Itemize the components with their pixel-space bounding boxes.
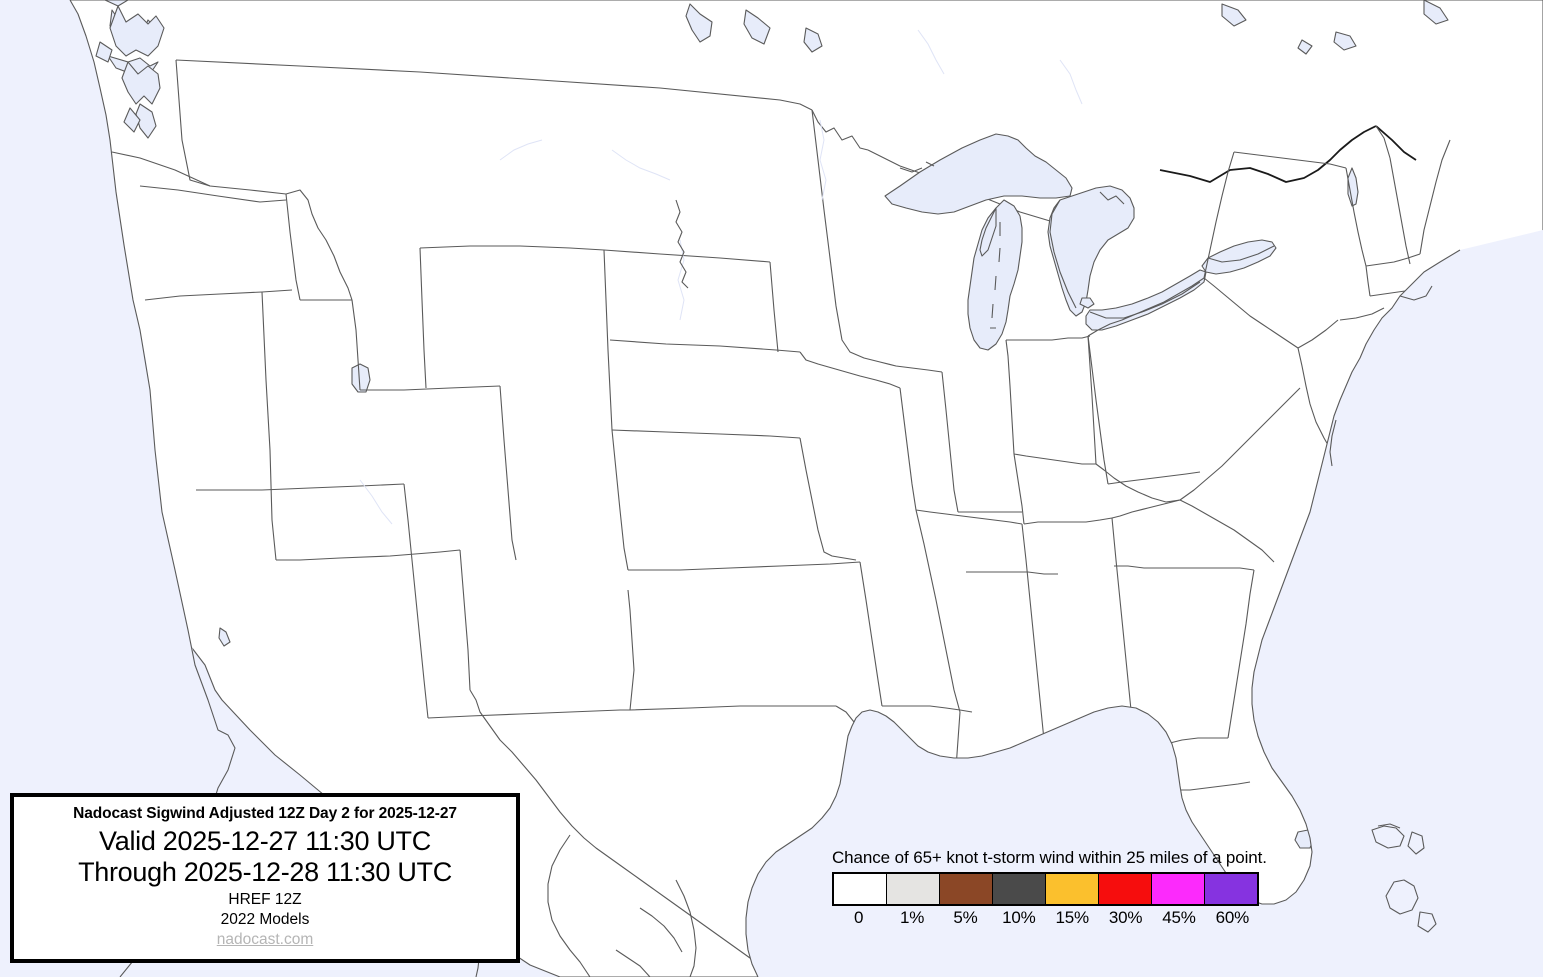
great-lakes: [218, 0, 1449, 849]
puget-sound: [95, 0, 165, 139]
legend-swatch-1pct: [887, 874, 940, 904]
model-name: HREF 12Z: [228, 891, 302, 908]
legend-color-bar: [832, 872, 1259, 906]
legend-label-1pct: 1%: [899, 908, 925, 927]
valid-time: Valid 2025-12-27 11:30 UTC: [99, 826, 431, 856]
legend-caption: Chance of 65+ knot t-storm wind within 2…: [832, 848, 1267, 867]
forecast-title-box: Nadocast Sigwind Adjusted 12Z Day 2 for …: [10, 793, 520, 963]
probability-legend: Chance of 65+ knot t-storm wind within 2…: [832, 848, 1267, 928]
legend-swatch-60pct: [1205, 874, 1257, 904]
atlantic-gulf-coast: [745, 230, 1543, 977]
rivers: [359, 29, 1083, 525]
legend-label-0: 0: [854, 908, 864, 927]
legend-label-10pct: 10%: [1002, 908, 1036, 927]
product-heading: Nadocast Sigwind Adjusted 12Z Day 2 for …: [73, 805, 457, 822]
legend-label-5pct: 5%: [953, 908, 978, 927]
nadocast-link[interactable]: nadocast.com: [216, 931, 314, 948]
legend-tick-labels: 0 1% 5% 10% 15% 30% 45% 60%: [832, 908, 1259, 928]
legend-swatch-15pct: [1046, 874, 1099, 904]
legend-swatch-5pct: [940, 874, 993, 904]
legend-label-15pct: 15%: [1055, 908, 1089, 927]
through-time: Through 2025-12-28 11:30 UTC: [78, 857, 452, 887]
legend-swatch-45pct: [1152, 874, 1205, 904]
legend-swatch-30pct: [1099, 874, 1152, 904]
legend-label-30pct: 30%: [1108, 908, 1143, 927]
model-year: 2022 Models: [220, 911, 310, 928]
missouri-river: [675, 199, 689, 289]
legend-label-45pct: 45%: [1162, 908, 1196, 927]
legend-swatch-10pct: [993, 874, 1046, 904]
legend-label-60pct: 60%: [1215, 908, 1250, 927]
legend-swatch-0: [834, 874, 887, 904]
